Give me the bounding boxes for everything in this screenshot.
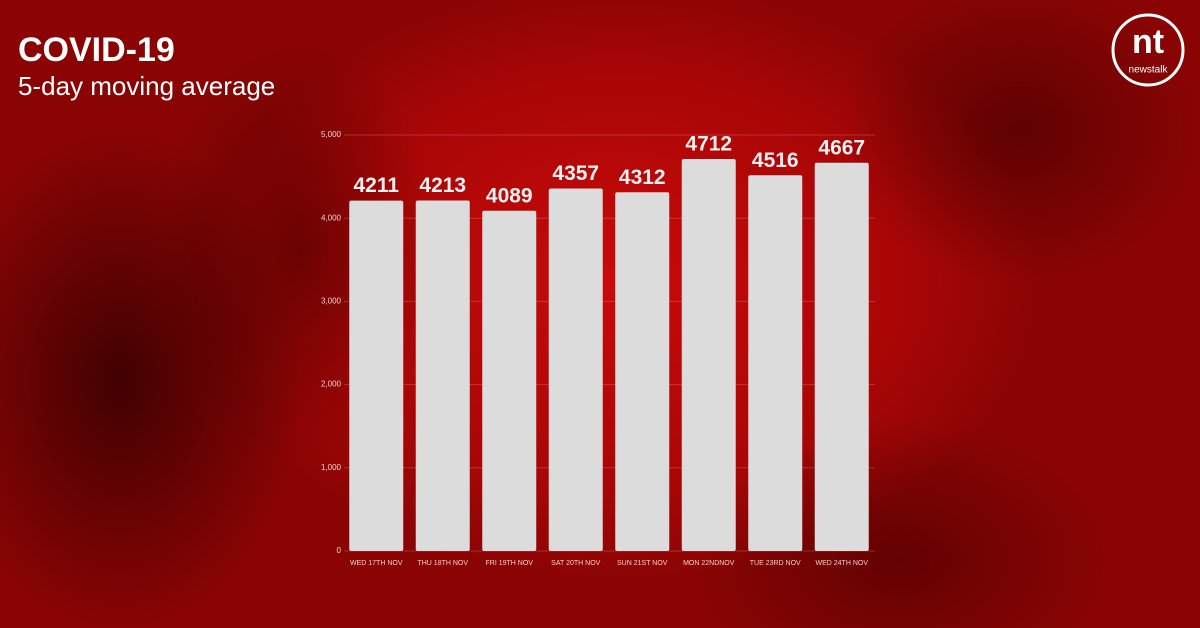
chart-title: COVID-19 [18, 31, 175, 69]
x-tick-label: SUN 21ST NOV [617, 560, 668, 567]
data-label: 4712 [685, 133, 732, 156]
logo: nt newstalk [1111, 13, 1185, 87]
data-label: 4089 [486, 184, 533, 207]
x-tick-label: SAT 20TH NOV [551, 560, 600, 567]
bar [615, 192, 670, 552]
x-tick-label: WED 17TH NOV [350, 560, 403, 567]
bar [814, 162, 869, 551]
y-tick-label: 2,000 [321, 380, 342, 389]
y-tick-label: 5,000 [321, 130, 342, 139]
x-tick-label: FRI 19TH NOV [486, 560, 534, 567]
x-tick-label: TUE 23RD NOV [750, 560, 801, 567]
chart-subtitle: 5-day moving average [18, 71, 275, 101]
data-label: 4516 [752, 149, 799, 172]
y-tick-label: 4,000 [321, 213, 342, 222]
y-tick-label: 3,000 [321, 297, 342, 306]
logo-name: newstalk [1129, 65, 1169, 76]
bar [681, 158, 736, 551]
data-label: 4213 [419, 174, 466, 197]
x-tick-label: THU 18TH NOV [417, 560, 468, 567]
bar [415, 200, 470, 551]
x-tick-label: WED 24TH NOV [815, 560, 868, 567]
bar [748, 175, 803, 551]
bar [349, 200, 404, 551]
y-tick-label: 0 [337, 546, 342, 555]
bar [482, 210, 537, 551]
x-tick-label: MON 22NDNOV [683, 560, 735, 567]
bar [548, 188, 603, 551]
data-label: 4357 [552, 162, 599, 185]
logo-ring [1111, 13, 1185, 87]
logo-mark: nt [1132, 23, 1164, 61]
data-label: 4312 [619, 166, 666, 189]
data-label: 4211 [353, 174, 399, 197]
y-tick-label: 1,000 [321, 463, 342, 472]
data-label: 4667 [818, 136, 865, 159]
